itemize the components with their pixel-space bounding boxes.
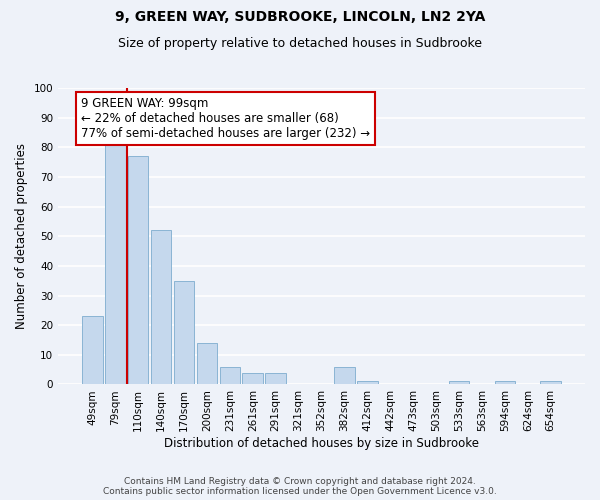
- Text: 9 GREEN WAY: 99sqm
← 22% of detached houses are smaller (68)
77% of semi-detache: 9 GREEN WAY: 99sqm ← 22% of detached hou…: [81, 97, 370, 140]
- Bar: [197, 343, 217, 384]
- Bar: [265, 372, 286, 384]
- Bar: [220, 366, 240, 384]
- Text: Size of property relative to detached houses in Sudbrooke: Size of property relative to detached ho…: [118, 38, 482, 51]
- Bar: [494, 382, 515, 384]
- Bar: [541, 382, 561, 384]
- Bar: [173, 280, 194, 384]
- Text: Contains public sector information licensed under the Open Government Licence v3: Contains public sector information licen…: [103, 486, 497, 496]
- Text: 9, GREEN WAY, SUDBROOKE, LINCOLN, LN2 2YA: 9, GREEN WAY, SUDBROOKE, LINCOLN, LN2 2Y…: [115, 10, 485, 24]
- Bar: [334, 366, 355, 384]
- Bar: [82, 316, 103, 384]
- Bar: [357, 382, 377, 384]
- Bar: [151, 230, 172, 384]
- Bar: [105, 142, 125, 384]
- Text: Contains HM Land Registry data © Crown copyright and database right 2024.: Contains HM Land Registry data © Crown c…: [124, 476, 476, 486]
- Bar: [242, 372, 263, 384]
- Bar: [128, 156, 148, 384]
- X-axis label: Distribution of detached houses by size in Sudbrooke: Distribution of detached houses by size …: [164, 437, 479, 450]
- Bar: [449, 382, 469, 384]
- Y-axis label: Number of detached properties: Number of detached properties: [15, 143, 28, 329]
